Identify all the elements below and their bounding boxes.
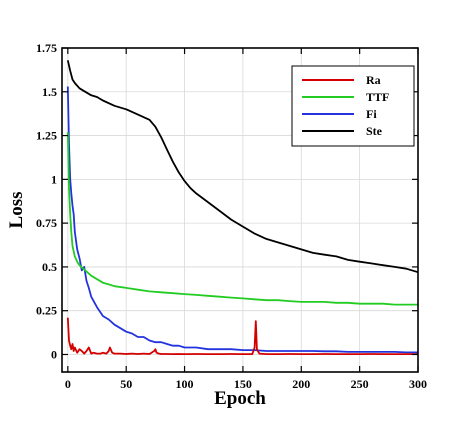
y-axis-title: Loss (6, 192, 27, 229)
x-tick-label: 200 (292, 377, 310, 391)
series-line-ste (66, 60, 419, 274)
plot-frame (61, 47, 419, 373)
series-line-ra (66, 317, 418, 356)
y-tick-label: 1.75 (36, 41, 57, 55)
series-line-ttf (66, 132, 418, 306)
y-tick-label: 0.75 (36, 216, 57, 230)
legend-label-ra: Ra (366, 73, 381, 87)
y-tick-label: 1.25 (36, 129, 57, 143)
x-axis-title: Epoch (214, 388, 266, 409)
legend-box (291, 65, 415, 147)
x-tick-label: 50 (120, 377, 132, 391)
x-tick-label: 0 (65, 377, 71, 391)
legend-label-fi: Fi (366, 107, 377, 121)
x-tick-label: 250 (351, 377, 369, 391)
tick-layer: 0 50 100 150 200 250 300 0 0.25 0.5 0.75 1 1.25 1.5 1.… (36, 41, 427, 391)
y-tick-label: 1.5 (42, 85, 57, 99)
legend-label-ste: Ste (366, 124, 383, 138)
y-tick-label: 0.25 (36, 304, 57, 318)
y-tick-label: 1 (51, 172, 57, 186)
series-line-fi (66, 86, 418, 354)
y-tick-label: 0.5 (42, 260, 57, 274)
y-tick-label: 0 (51, 347, 57, 361)
x-tick-label: 300 (409, 377, 427, 391)
x-tick-label: 100 (176, 377, 194, 391)
x-tick-label: 150 (234, 377, 252, 391)
legend-label-ttf: TTF (366, 90, 389, 104)
series-layer (66, 60, 419, 356)
legend: Ra TTF Fi Ste (291, 65, 415, 147)
